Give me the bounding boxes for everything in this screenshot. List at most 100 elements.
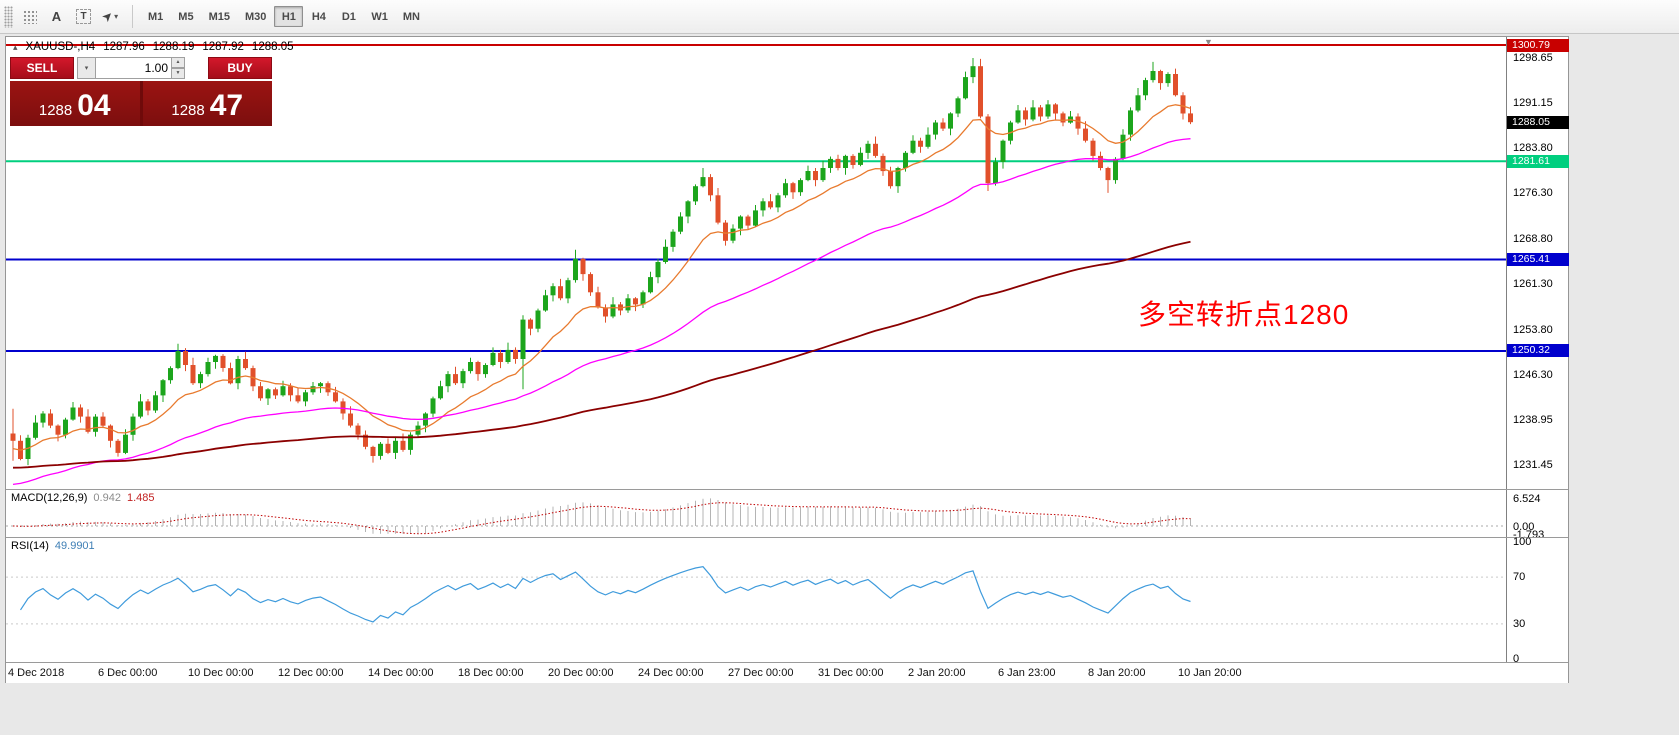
timeframe-m15[interactable]: M15 (202, 6, 237, 27)
candles (10, 58, 1193, 466)
time-label: 18 Dec 00:00 (458, 667, 524, 679)
rsi-value: 49.9901 (54, 540, 95, 552)
macd-signal-line (12, 502, 1191, 535)
time-label: 4 Dec 2018 (8, 667, 65, 679)
price-tick: 1261.30 (1513, 278, 1553, 291)
rsi-tick: 100 (1513, 536, 1532, 548)
pattern-tool-icon (22, 9, 37, 24)
time-label: 14 Dec 00:00 (368, 667, 434, 679)
macd-pane: MACD(12,26,9) 0.942 1.485 6.524 0.00 -1.79… (6, 490, 1568, 541)
price-tick: 1298.65 (1513, 51, 1553, 64)
timeframe-m5[interactable]: M5 (171, 6, 200, 27)
text-tool[interactable]: T (70, 4, 97, 29)
chart-title: ▴ XAUUSD-,H4 1287.96 1288.19 1287.92 128… (13, 41, 294, 53)
ma-fast (12, 104, 1191, 451)
time-label: 12 Dec 00:00 (278, 667, 344, 679)
price-tag: 1288.05 (1507, 115, 1569, 129)
timeframe-w1[interactable]: W1 (364, 6, 395, 27)
bid-price[interactable]: 1288 04 (10, 81, 140, 126)
bid-ask-display: 1288 04 1288 47 (10, 81, 272, 126)
timeframes-group: M1 M5 M15 M30 H1 H4 D1 W1 MN (141, 6, 427, 27)
volume-up-button[interactable]: ▲ (172, 57, 185, 68)
price-tick: 1276.30 (1513, 187, 1553, 200)
volume-down-button[interactable]: ▼ (172, 68, 185, 79)
timeframe-m1[interactable]: M1 (141, 6, 170, 27)
ask-price[interactable]: 1288 47 (142, 81, 272, 126)
main-chart-pane: ▼ ▴ XAUUSD-,H4 1287.96 1288.19 1287.92 1… (6, 37, 1569, 489)
macd-tick: 0.00 (1513, 521, 1535, 533)
toolbar: A T ➤ ▾ M1 M5 M15 M30 H1 H4 D1 W1 MN (0, 0, 1679, 34)
time-label: 31 Dec 00:00 (818, 667, 884, 679)
time-label: 24 Dec 00:00 (638, 667, 704, 679)
macd-value: 0.942 (93, 492, 121, 504)
pane-splitter[interactable] (6, 662, 1568, 663)
chart-window: ▼ ▴ XAUUSD-,H4 1287.96 1288.19 1287.92 1… (5, 36, 1569, 683)
symbol-marker-icon: ▴ (13, 41, 18, 52)
volume-dropdown-button[interactable]: ▾ (77, 57, 96, 79)
annotation-text[interactable]: 多空转折点1280 (1138, 299, 1350, 330)
time-label: 10 Dec 00:00 (188, 667, 254, 679)
ask-pips-digits: 47 (209, 89, 244, 122)
sell-button[interactable]: SELL (10, 57, 74, 79)
ma-slow (12, 240, 1191, 469)
chart-shift-marker-icon[interactable]: ▼ (1204, 37, 1213, 47)
macd-chart[interactable] (6, 490, 1506, 537)
price-tick: 1253.80 (1513, 323, 1553, 336)
macd-tick: 6.524 (1513, 493, 1541, 505)
buy-button[interactable]: BUY (208, 57, 272, 79)
rsi-label: RSI(14) (11, 540, 49, 552)
arrow-tool-icon: ➤ (100, 9, 116, 25)
timeframe-m30[interactable]: M30 (238, 6, 273, 27)
toolbar-grip[interactable] (4, 5, 13, 28)
candlestick-chart[interactable] (6, 37, 1506, 489)
price-tick: 1231.45 (1513, 459, 1553, 472)
rsi-pane: RSI(14) 49.9901 100 70 30 0 (6, 536, 1568, 665)
rsi-header: RSI(14) 49.9901 (11, 540, 95, 552)
rsi-chart[interactable] (6, 538, 1506, 662)
bid-pips-digits: 04 (77, 89, 111, 122)
time-axis[interactable]: 4 Dec 2018 6 Dec 00:00 10 Dec 00:00 12 Dec … (6, 663, 1568, 683)
timeframe-d1[interactable]: D1 (334, 6, 363, 27)
caret-down-icon: ▾ (114, 12, 119, 21)
price-axis[interactable]: 1298.65 1291.15 1283.80 1276.30 1268.80 1261.… (1506, 37, 1569, 489)
arrow-tool[interactable]: ➤ ▾ (97, 4, 124, 29)
time-label: 6 Dec 00:00 (98, 667, 158, 679)
price-tick: 1283.80 (1513, 141, 1553, 154)
ask-main-digits: 1288 (171, 102, 205, 119)
rsi-tick: 30 (1513, 617, 1526, 630)
price-tag: 1300.79 (1507, 38, 1569, 52)
time-label: 6 Jan 23:00 (998, 667, 1056, 679)
time-label: 20 Dec 00:00 (548, 667, 614, 679)
drawing-tools-group: A T ➤ ▾ (16, 4, 124, 29)
macd-header: MACD(12,26,9) 0.942 1.485 (11, 492, 154, 504)
macd-histogram (20, 498, 1191, 534)
chart-symbol: XAUUSD-,H4 (25, 41, 96, 53)
volume-stepper: ▲ ▼ (172, 57, 185, 79)
volume-input[interactable] (96, 57, 172, 79)
pane-splitter[interactable] (6, 489, 1568, 490)
one-click-trading-panel: SELL ▾ ▲ ▼ BUY 1288 04 1288 (10, 57, 272, 126)
pattern-tool[interactable] (16, 4, 43, 29)
rsi-axis[interactable]: 100 70 30 0 (1506, 536, 1568, 665)
bid-main-digits: 1288 (38, 102, 73, 119)
time-label: 8 Jan 20:00 (1088, 667, 1146, 679)
trade-controls-row: SELL ▾ ▲ ▼ BUY (10, 57, 272, 79)
macd-signal-value: 1.485 (126, 492, 155, 504)
time-label: 27 Dec 00:00 (728, 667, 794, 679)
timeframe-h4[interactable]: H4 (304, 6, 333, 27)
price-tick: 1246.30 (1513, 369, 1553, 382)
price-tick: 1291.15 (1513, 97, 1553, 110)
time-label: 10 Jan 20:00 (1178, 667, 1242, 679)
rsi-tick: 70 (1513, 571, 1526, 584)
label-tool-icon: A (51, 9, 62, 24)
macd-label: MACD(12,26,9) (11, 492, 88, 504)
ohlc-close: 1288.05 (251, 41, 294, 53)
timeframe-mn[interactable]: MN (396, 6, 427, 27)
rsi-tick: 0 (1513, 653, 1520, 665)
ma-mid (12, 138, 1191, 486)
macd-axis[interactable]: 6.524 0.00 -1.793 (1506, 490, 1568, 541)
timeframe-h1[interactable]: H1 (274, 6, 304, 27)
ohlc-low: 1287.92 (202, 41, 244, 53)
label-tool[interactable]: A (43, 4, 70, 29)
pane-splitter[interactable] (6, 537, 1568, 538)
